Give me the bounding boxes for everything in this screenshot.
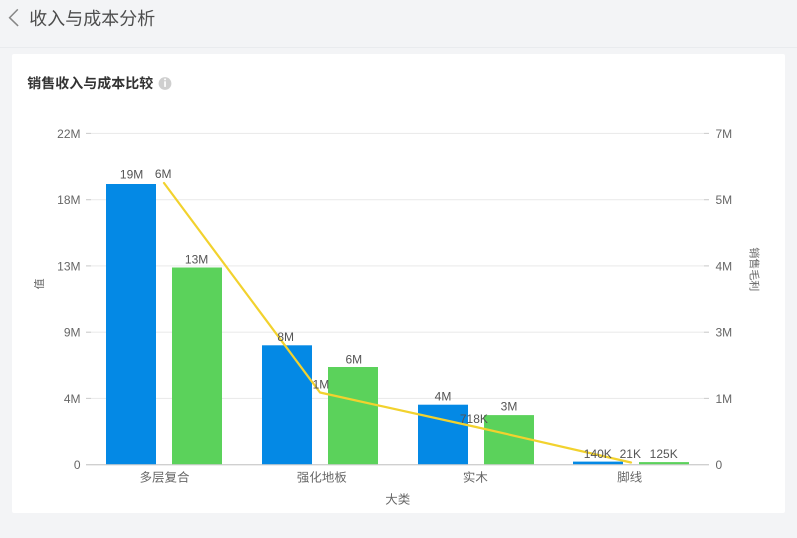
- svg-text:4M: 4M: [435, 389, 452, 403]
- svg-text:5M: 5M: [716, 193, 733, 207]
- svg-text:4M: 4M: [716, 259, 733, 273]
- svg-text:9M: 9M: [64, 326, 81, 340]
- svg-text:7M: 7M: [716, 127, 733, 141]
- svg-text:0: 0: [716, 458, 723, 472]
- svg-text:19M: 19M: [120, 167, 143, 181]
- svg-text:718K: 718K: [460, 412, 488, 426]
- svg-text:6M: 6M: [345, 353, 362, 367]
- svg-text:140K: 140K: [584, 447, 612, 461]
- svg-text:22M: 22M: [57, 127, 80, 141]
- svg-text:21K: 21K: [620, 447, 641, 461]
- svg-text:1M: 1M: [313, 378, 330, 392]
- svg-text:6M: 6M: [155, 167, 172, 181]
- svg-text:1M: 1M: [716, 392, 733, 406]
- svg-text:3M: 3M: [716, 326, 733, 340]
- svg-text:13M: 13M: [185, 253, 208, 267]
- svg-text:0: 0: [74, 458, 81, 472]
- svg-text:125K: 125K: [650, 447, 678, 461]
- svg-text:18M: 18M: [57, 193, 80, 207]
- svg-text:3M: 3M: [501, 399, 518, 413]
- svg-text:13M: 13M: [57, 259, 80, 273]
- svg-text:8M: 8M: [277, 330, 294, 344]
- svg-text:4M: 4M: [64, 392, 81, 406]
